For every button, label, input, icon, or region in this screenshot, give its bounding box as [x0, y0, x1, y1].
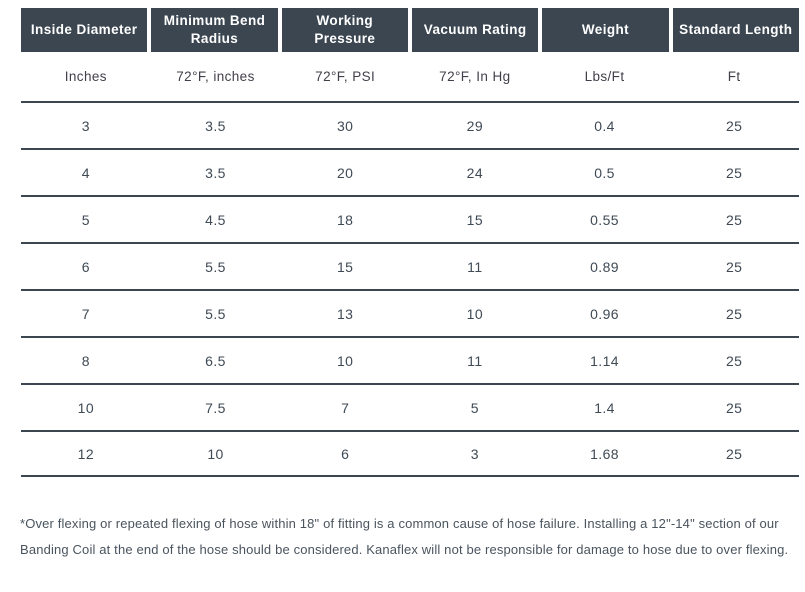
table-cell: 18	[336, 211, 354, 228]
table-cell: 25	[726, 445, 743, 462]
column-unit-weight: Lbs/Ft	[584, 69, 625, 85]
table-header-row: Inside Diameter Minimum Bend Radius Work…	[21, 8, 799, 53]
table-row: 10 7.5 7 5 1.4 25	[21, 383, 799, 430]
column-header-inside-diameter: Inside Diameter	[21, 8, 148, 53]
table-row: 8 6.5 10 11 1.14 25	[21, 336, 799, 383]
table-cell: 5.5	[205, 305, 226, 322]
table-cell: 5	[470, 399, 479, 416]
table-cell: 25	[726, 305, 743, 322]
column-unit-standard-length: Ft	[727, 69, 741, 85]
table-cell: 3	[470, 445, 479, 462]
table-cell: 8	[81, 352, 90, 369]
table-cell: 25	[726, 164, 743, 181]
table-body: 3 3.5 30 29 0.4 25 4 3.5 20 24 0.5 25 5 …	[21, 101, 799, 478]
table-cell: 0.5	[594, 164, 615, 181]
table-cell: 10	[336, 352, 354, 369]
column-header-minimum-bend-radius: Minimum Bend Radius	[151, 8, 278, 53]
table-cell: 4	[81, 164, 90, 181]
table-cell: 11	[467, 258, 483, 275]
table-cell: 1.14	[590, 352, 619, 369]
table-cell: 7	[341, 399, 350, 416]
table-cell: 5	[81, 211, 90, 228]
table-cell: 24	[466, 164, 484, 181]
table-units-row: Inches 72°F, inches 72°F, PSI 72°F, In H…	[21, 52, 799, 101]
table-cell: 25	[726, 117, 743, 134]
table-cell: 0.89	[590, 258, 619, 275]
column-unit-inside-diameter: Inches	[64, 69, 107, 85]
table-row: 3 3.5 30 29 0.4 25	[21, 101, 799, 148]
table-row: 5 4.5 18 15 0.55 25	[21, 195, 799, 242]
table-row: 12 10 6 3 1.68 25	[21, 430, 799, 478]
table-cell: 1.4	[594, 399, 615, 416]
table-cell: 30	[336, 117, 354, 134]
table-cell: 4.5	[205, 211, 226, 228]
table-cell: 0.4	[594, 117, 615, 134]
column-header-working-pressure: Working Pressure	[281, 8, 408, 53]
table-cell: 25	[726, 399, 743, 416]
table-cell: 3	[81, 117, 90, 134]
table-cell: 0.96	[590, 305, 619, 322]
table-cell: 6.5	[205, 352, 226, 369]
table-row: 7 5.5 13 10 0.96 25	[21, 289, 799, 336]
column-header-standard-length: Standard Length	[672, 8, 799, 53]
table-row: 4 3.5 20 24 0.5 25	[21, 148, 799, 195]
table-cell: 7.5	[205, 399, 226, 416]
table-cell: 25	[726, 352, 743, 369]
footnote: *Over flexing or repeated flexing of hos…	[20, 516, 789, 557]
column-unit-working-pressure: 72°F, PSI	[315, 69, 376, 85]
table-cell: 5.5	[205, 258, 226, 275]
table-cell: 15	[336, 258, 354, 275]
column-unit-minimum-bend-radius: 72°F, inches	[176, 69, 255, 85]
table-cell: 7	[81, 305, 90, 322]
hose-spec-table: Inside Diameter Minimum Bend Radius Work…	[21, 8, 799, 478]
column-header-vacuum-rating: Vacuum Rating	[411, 8, 539, 53]
column-unit-vacuum-rating: 72°F, In Hg	[439, 69, 511, 85]
table-cell: 6	[81, 258, 90, 275]
table-cell: 25	[726, 258, 743, 275]
table-cell: 6	[341, 445, 350, 462]
table-cell: 10	[466, 305, 484, 322]
table-cell: 1.68	[590, 445, 619, 462]
table-cell: 25	[726, 211, 743, 228]
table-cell: 3.5	[205, 164, 226, 181]
table-cell: 15	[466, 211, 484, 228]
table-cell: 0.55	[590, 211, 619, 228]
table-cell: 10	[207, 445, 224, 462]
table-row: 6 5.5 15 11 0.89 25	[21, 242, 799, 289]
table-cell: 13	[336, 305, 354, 322]
table-cell: 10	[77, 399, 95, 416]
table-cell: 3.5	[205, 117, 226, 134]
table-cell: 29	[466, 117, 484, 134]
table-cell: 20	[336, 164, 354, 181]
table-cell: 11	[467, 352, 483, 369]
table-cell: 12	[77, 445, 95, 462]
column-header-weight: Weight	[542, 8, 669, 53]
